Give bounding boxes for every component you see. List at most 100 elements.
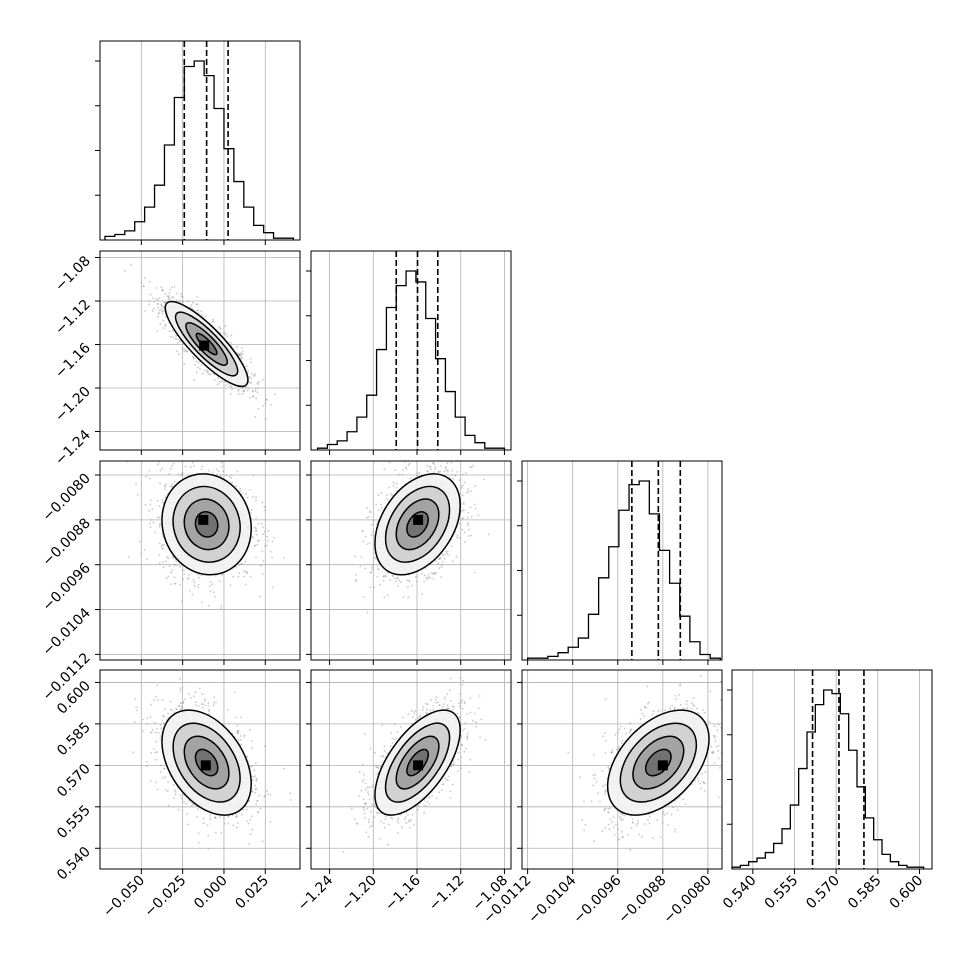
- scatter-point: [258, 380, 260, 383]
- scatter-point: [229, 341, 232, 344]
- scatter-point: [173, 576, 176, 579]
- scatter-point: [193, 695, 195, 698]
- scatter-point: [261, 522, 263, 525]
- scatter-point: [216, 383, 219, 386]
- scatter-point: [179, 300, 182, 303]
- scatter-point: [165, 577, 168, 580]
- scatter-point: [175, 338, 178, 341]
- y-tick-label: −0.0104: [40, 605, 94, 659]
- scatter-point: [283, 556, 285, 559]
- scatter-point: [443, 558, 446, 560]
- scatter-point: [236, 470, 239, 473]
- scatter-point: [217, 376, 219, 379]
- scatter-point: [452, 477, 455, 480]
- scatter-point: [245, 570, 247, 573]
- scatter-point: [155, 740, 157, 743]
- scatter-point: [172, 462, 175, 465]
- scatter-point: [461, 528, 463, 531]
- scatter-point: [396, 577, 398, 580]
- scatter-point: [197, 309, 199, 312]
- scatter-point: [148, 280, 151, 283]
- scatter-point: [135, 706, 138, 709]
- scatter-point: [160, 303, 163, 305]
- scatter-point: [249, 728, 252, 731]
- scatter-point: [140, 552, 143, 555]
- scatter-point: [154, 531, 157, 534]
- scatter-point: [161, 312, 164, 315]
- scatter-point: [224, 325, 227, 328]
- scatter-point: [148, 469, 151, 472]
- scatter-point: [142, 285, 145, 287]
- scatter-point: [254, 390, 257, 392]
- scatter-point: [463, 531, 466, 534]
- scatter-point: [164, 293, 167, 295]
- scatter-point: [157, 299, 159, 301]
- scatter-point: [158, 516, 161, 518]
- scatter-point: [426, 464, 429, 467]
- scatter-point: [238, 352, 241, 355]
- scatter-point: [381, 507, 383, 510]
- scatter-point: [388, 486, 391, 489]
- scatter-point: [255, 556, 257, 559]
- scatter-point: [437, 470, 440, 473]
- scatter-point: [192, 355, 194, 358]
- scatter-point: [451, 469, 453, 472]
- scatter-point: [474, 485, 476, 488]
- scatter-point: [221, 380, 223, 382]
- scatter-point: [250, 512, 252, 514]
- scatter-point: [250, 361, 252, 364]
- histogram-3: [526, 480, 721, 660]
- panel-frame: [99, 460, 301, 661]
- scatter-point: [144, 310, 147, 312]
- scatter-point: [194, 363, 197, 366]
- scatter-point: [207, 604, 210, 607]
- scatter-point: [257, 522, 260, 525]
- scatter-point: [204, 698, 206, 700]
- scatter-point: [174, 791, 177, 793]
- scatter-point: [232, 575, 235, 578]
- scatter-point: [162, 288, 164, 291]
- scatter-point: [458, 479, 461, 482]
- scatter-point: [250, 381, 253, 384]
- scatter-point: [193, 581, 196, 584]
- scatter-point: [477, 514, 480, 517]
- scatter-point: [376, 576, 379, 578]
- scatter-point: [221, 465, 224, 468]
- scatter-point: [247, 822, 250, 825]
- scatter-point: [169, 330, 171, 333]
- scatter-point: [146, 717, 149, 720]
- scatter-point: [245, 365, 248, 367]
- scatter-point: [167, 298, 170, 300]
- scatter-point: [430, 572, 433, 574]
- scatter-point: [378, 509, 380, 511]
- scatter-point: [179, 702, 182, 704]
- scatter-point: [439, 465, 442, 467]
- scatter-point: [160, 545, 163, 548]
- scatter-point: [162, 290, 164, 292]
- scatter-point: [197, 705, 200, 708]
- scatter-point: [397, 585, 399, 588]
- scatter-point: [247, 369, 249, 372]
- scatter-point: [368, 542, 371, 545]
- scatter-point: [193, 379, 196, 382]
- scatter-point: [209, 816, 212, 819]
- scatter-point: [217, 470, 220, 473]
- scatter-point: [148, 303, 151, 306]
- scatter-point: [215, 832, 217, 834]
- scatter-point: [272, 586, 274, 589]
- scatter-point: [463, 541, 466, 544]
- scatter-point: [169, 297, 171, 300]
- scatter-point: [161, 543, 164, 546]
- scatter-point: [474, 507, 477, 510]
- scatter-point: [441, 553, 444, 555]
- scatter-point: [461, 494, 464, 497]
- scatter-point: [441, 560, 444, 563]
- scatter-point: [386, 594, 389, 597]
- scatter-point: [152, 297, 154, 299]
- scatter-point: [243, 389, 246, 392]
- scatter-point: [460, 486, 463, 489]
- scatter-point: [257, 387, 260, 389]
- scatter-point: [158, 525, 161, 528]
- scatter-point: [168, 292, 171, 294]
- scatter-point: [199, 368, 201, 370]
